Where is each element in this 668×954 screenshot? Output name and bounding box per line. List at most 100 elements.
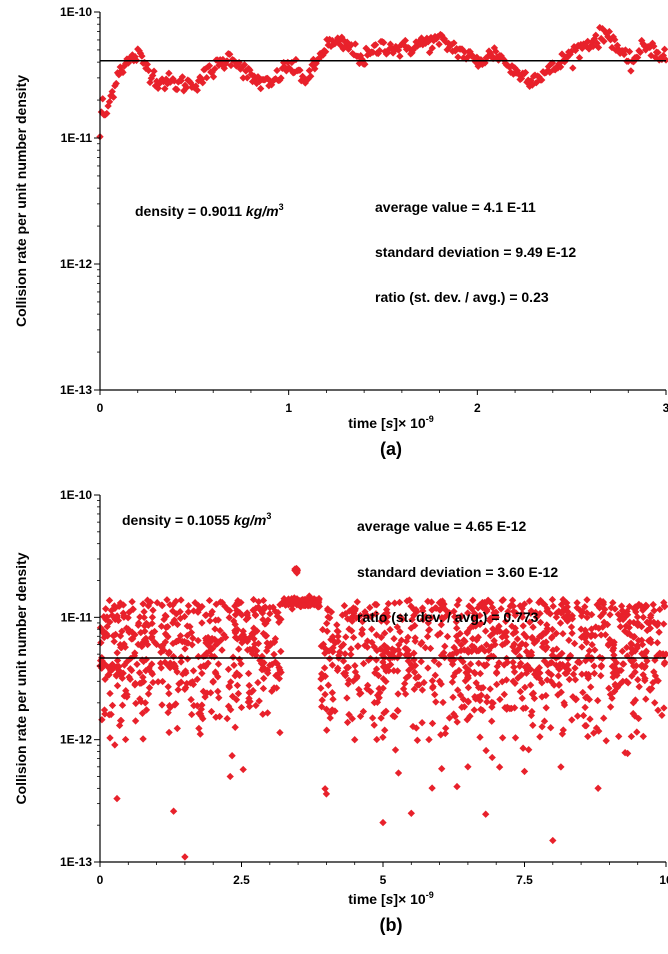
data-point [139,673,147,681]
data-point [510,647,519,655]
data-point [522,669,531,677]
data-point [329,695,337,703]
data-point [511,734,520,742]
data-point [394,769,403,777]
data-point [342,633,350,641]
data-point [581,703,589,712]
data-point [452,618,460,626]
data-point [491,640,499,649]
data-point [417,640,425,648]
data-point [424,597,432,606]
data-point [306,600,314,608]
y-tick-label: 1E-13 [60,855,92,869]
data-point [568,629,576,637]
data-point [137,679,146,687]
data-point [656,649,664,657]
data-point [277,74,285,82]
data-point [654,677,662,685]
data-point [108,701,117,710]
data-point [177,596,185,604]
data-point [318,670,326,678]
data-point [148,613,157,621]
data-point [609,673,617,681]
data-point [629,662,638,670]
data-point [583,596,591,604]
data-point [347,645,355,653]
data-point [434,631,442,639]
data-point [165,689,173,698]
data-point [610,687,619,696]
data-point [627,639,635,648]
data-point [319,625,327,634]
data-point [113,794,121,803]
data-point [627,644,635,652]
data-point [531,608,540,617]
data-point [536,618,545,627]
data-point [578,670,586,678]
data-point [328,661,337,669]
data-point [358,617,367,626]
data-point [476,696,484,705]
data-point [556,619,565,627]
x-label-exponent: -9 [426,414,434,424]
data-point [466,712,474,720]
data-point [240,61,249,69]
data-point [339,657,348,665]
data-point [234,689,243,698]
data-point [654,706,662,714]
data-point [543,676,551,684]
data-point [266,603,274,612]
data-point [646,618,654,626]
data-point [649,600,657,609]
data-point [581,722,589,730]
data-point [435,677,444,685]
data-point [600,714,608,722]
data-point [188,710,196,719]
data-point [393,623,401,631]
data-point [231,626,239,635]
data-point [378,651,387,659]
data-point [214,687,222,696]
data-point [271,635,280,643]
data-point [131,679,139,688]
data-point [564,608,572,616]
data-point [448,678,457,686]
data-point [320,664,329,672]
data-point [273,660,281,668]
data-point [182,83,191,92]
data-point [397,636,406,644]
data-point [590,729,598,737]
chart-panel-2: 1E-13 1E-12 1E-11 1E-10 0 2.5 5 7.5 10 Collision … [13,488,668,935]
data-point [606,635,614,644]
data-point [549,646,557,654]
y-tick-label: 1E-13 [60,383,92,397]
data-point [321,785,329,793]
data-point [262,619,270,628]
data-point [619,660,627,668]
data-point [193,86,201,94]
data-point [183,655,192,663]
data-point [259,710,267,718]
data-point [617,602,626,610]
data-point [626,631,635,639]
density-exponent: 3 [266,511,271,521]
data-point [635,683,643,691]
data-point [270,684,278,692]
data-point [650,607,658,615]
data-point [618,647,627,655]
data-point [263,666,272,674]
data-point [380,641,388,650]
data-point [404,633,412,641]
data-point [189,634,197,642]
data-point [519,744,527,752]
data-point [300,601,308,610]
stat-annotation: standard deviation = 9.49 E-12 [375,244,576,260]
data-point [388,645,396,653]
data-point [621,749,629,757]
data-point [441,642,449,650]
data-point [469,596,477,604]
data-point [470,612,478,620]
data-point [495,622,503,630]
data-point [334,632,342,641]
data-point [554,672,563,680]
